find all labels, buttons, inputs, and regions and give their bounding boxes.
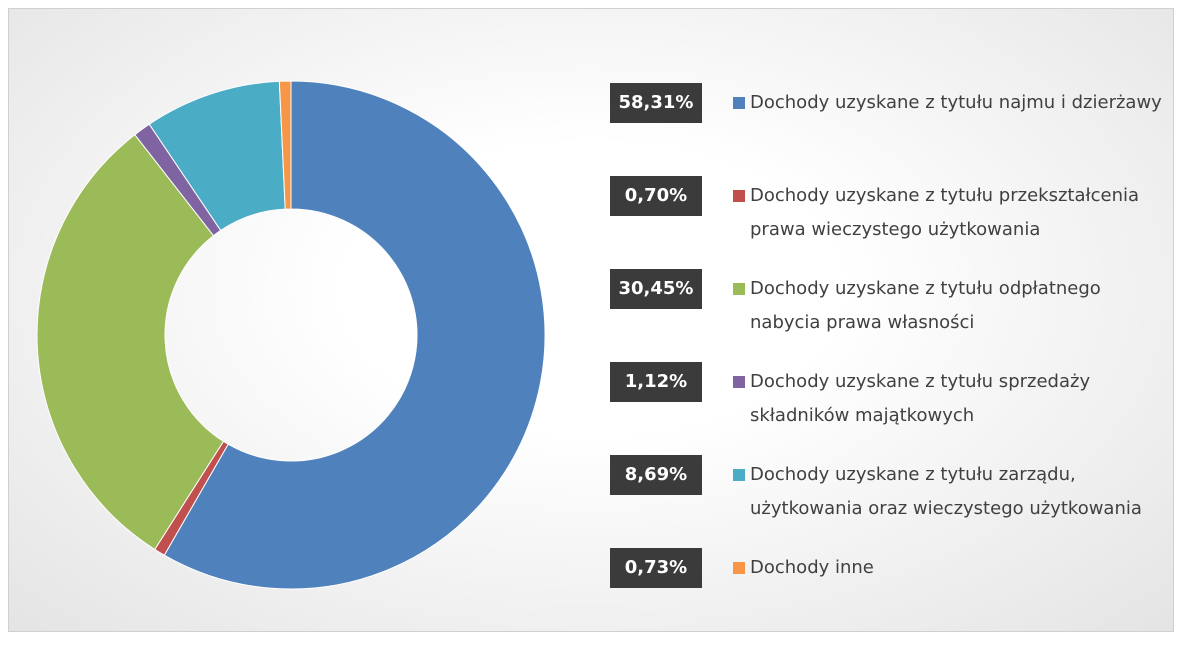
- data-label: 1,12%: [610, 362, 702, 402]
- donut-slice: [163, 80, 546, 590]
- legend-row: 58,31% Dochody uzyskane z tytułu najmu i …: [610, 83, 1170, 163]
- legend-swatch: [733, 376, 745, 388]
- legend-swatch: [733, 562, 745, 574]
- data-label: 58,31%: [610, 83, 702, 123]
- legend-row: 1,12% Dochody uzyskane z tytułu sprzedaży…: [610, 362, 1170, 442]
- legend-swatch: [733, 283, 745, 295]
- donut-slice: [278, 80, 292, 210]
- legend-label: Dochody uzyskane z tytułu zarządu, użytk…: [750, 464, 1142, 519]
- legend-row: 0,70% Dochody uzyskane z tytułu przekszta…: [610, 176, 1170, 256]
- data-label: 30,45%: [610, 269, 702, 309]
- data-label: 0,73%: [610, 548, 702, 588]
- legend-swatch: [733, 190, 745, 202]
- legend-label: Dochody uzyskane z tytułu najmu i dzierż…: [750, 92, 1162, 113]
- data-label: 8,69%: [610, 455, 702, 495]
- legend-row: 8,69% Dochody uzyskane z tytułu zarządu, …: [610, 455, 1170, 535]
- legend-label: Dochody uzyskane z tytułu sprzedaży skła…: [750, 371, 1091, 426]
- legend-label: Dochody uzyskane z tytułu odpłatnego nab…: [750, 278, 1101, 333]
- legend-swatch: [733, 469, 745, 481]
- donut-slice: [36, 133, 225, 551]
- legend-swatch: [733, 97, 745, 109]
- data-label: 0,70%: [610, 176, 702, 216]
- legend-label: Dochody inne: [750, 557, 874, 578]
- legend-row: 30,45% Dochody uzyskane z tytułu odpłatne…: [610, 269, 1170, 349]
- legend-row: 0,73% Dochody inne: [610, 548, 1170, 628]
- legend-label: Dochody uzyskane z tytułu przekształceni…: [750, 185, 1140, 240]
